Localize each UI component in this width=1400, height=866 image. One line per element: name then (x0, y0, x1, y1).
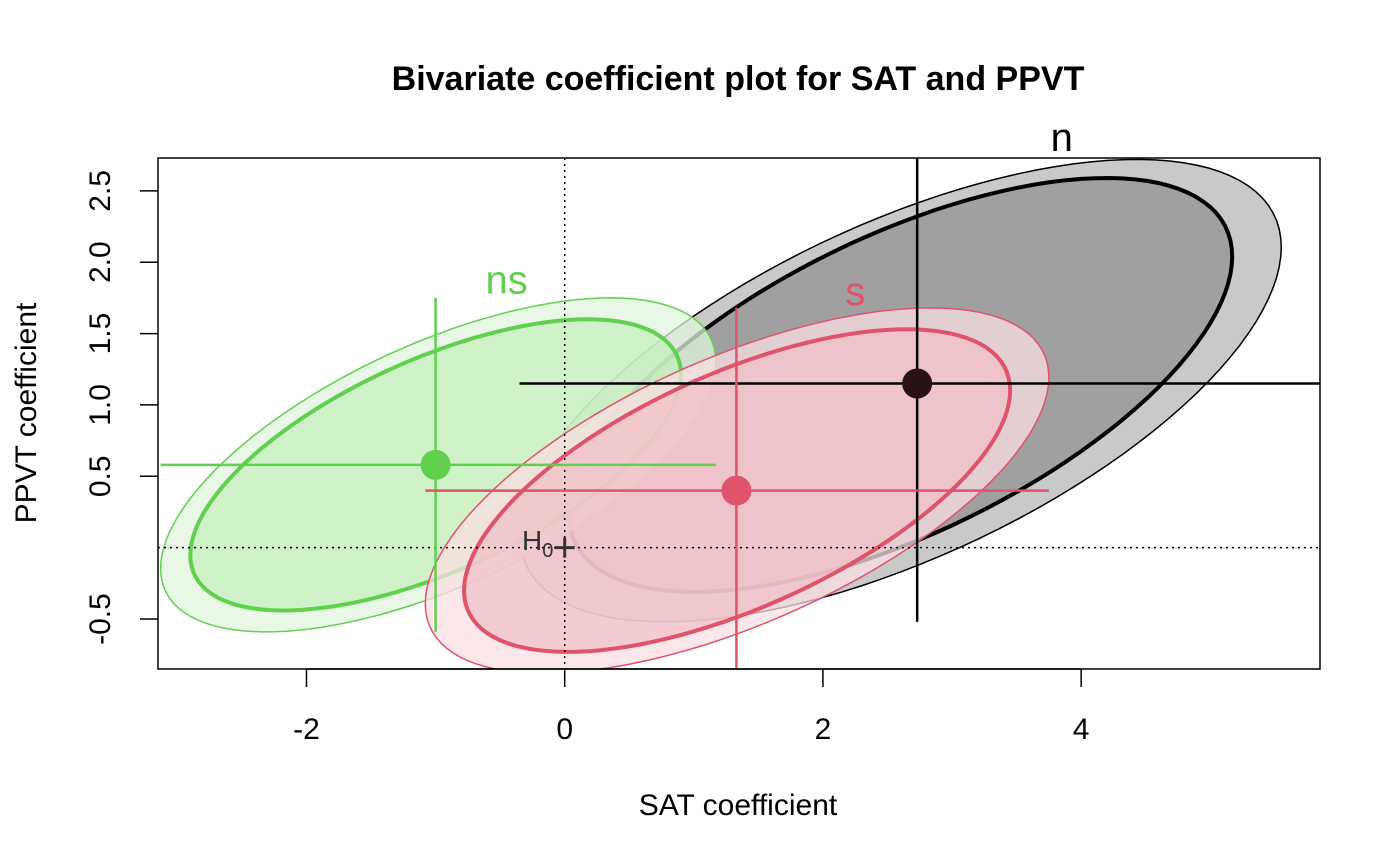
x-tick-label: -2 (293, 713, 320, 746)
point-n (902, 368, 933, 399)
y-tick-label: 2.5 (84, 170, 117, 212)
ellipse-layer (159, 158, 1283, 669)
y-tick-label: -0.5 (84, 593, 117, 645)
series-labels: n ns s (485, 116, 1072, 314)
reference-lines (158, 158, 1320, 669)
h0-label: H0 (522, 525, 553, 562)
y-axis-label: PPVT coefficient (10, 302, 43, 523)
chart-title: Bivariate coefficient plot for SAT and P… (392, 60, 1085, 98)
x-tick-label: 2 (815, 713, 832, 746)
y-axis: -0.5 0.5 1.0 1.5 2.0 2.5 (84, 170, 158, 645)
series-label-n: n (1051, 116, 1073, 160)
y-tick-label: 2.0 (84, 241, 117, 283)
series-label-s: s (845, 270, 865, 314)
point-s (721, 475, 752, 506)
coefficient-points (420, 368, 933, 506)
y-tick-label: 1.0 (84, 384, 117, 426)
series-label-ns: ns (485, 259, 527, 303)
y-tick-label: 0.5 (84, 455, 117, 497)
x-tick-label: 4 (1073, 713, 1090, 746)
h0-cross (554, 537, 575, 558)
point-ns (420, 449, 451, 480)
y-tick-label: 1.5 (84, 313, 117, 355)
x-axis-label: SAT coefficient (639, 789, 838, 822)
x-axis: -2 0 2 4 (293, 668, 1090, 746)
x-tick-label: 0 (556, 713, 573, 746)
